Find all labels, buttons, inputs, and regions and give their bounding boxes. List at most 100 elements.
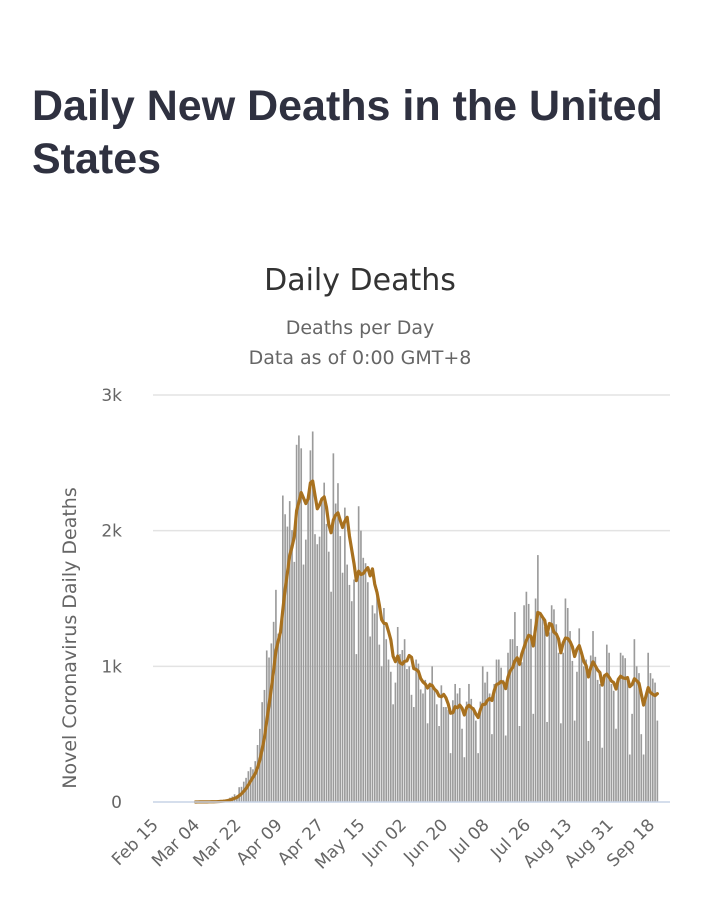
- bar: [371, 605, 374, 802]
- bar: [456, 693, 459, 802]
- bar: [422, 693, 424, 802]
- bar: [279, 627, 282, 802]
- bar: [631, 713, 633, 802]
- bar: [353, 579, 355, 802]
- bar: [647, 652, 649, 802]
- bar: [284, 514, 286, 802]
- bar: [394, 682, 397, 802]
- bar: [406, 669, 408, 802]
- bar: [495, 659, 498, 802]
- bar: [493, 683, 496, 802]
- bar: [383, 608, 385, 802]
- bar: [603, 674, 606, 802]
- bar: [440, 685, 443, 802]
- bar: [431, 666, 433, 802]
- bar: [615, 728, 617, 802]
- bar: [426, 723, 429, 802]
- bar: [380, 666, 383, 802]
- bar: [323, 482, 326, 802]
- bar: [573, 720, 576, 802]
- x-tick-label: Jun 20: [399, 815, 452, 868]
- bar: [580, 651, 583, 802]
- bar: [376, 589, 378, 802]
- bar: [350, 601, 353, 802]
- bar: [601, 747, 604, 802]
- bar: [635, 666, 638, 802]
- bar: [589, 655, 592, 802]
- bar: [504, 735, 507, 802]
- bar: [612, 690, 615, 802]
- bar: [447, 709, 450, 802]
- bar: [293, 561, 296, 802]
- bar: [286, 526, 289, 802]
- bar: [550, 605, 553, 802]
- bar: [364, 563, 367, 802]
- bar: [321, 498, 323, 802]
- bar: [548, 632, 551, 802]
- bar: [628, 754, 631, 802]
- bar: [520, 662, 523, 802]
- bar: [401, 650, 404, 802]
- bar: [403, 639, 406, 802]
- bar: [344, 507, 346, 802]
- bar: [412, 707, 415, 802]
- bar: [642, 754, 645, 802]
- bar: [408, 666, 411, 802]
- bar: [452, 700, 454, 802]
- y-tick-label: 2k: [101, 522, 122, 542]
- bar: [311, 431, 314, 802]
- bar: [472, 707, 475, 802]
- bar: [560, 723, 562, 802]
- bar: [318, 536, 321, 802]
- bar: [291, 530, 293, 802]
- bar: [355, 654, 358, 802]
- bar: [518, 726, 521, 802]
- bar: [578, 628, 581, 802]
- bar: [608, 652, 610, 802]
- x-tick-label: Jun 02: [358, 815, 411, 868]
- y-tick-label: 1k: [101, 657, 122, 677]
- bar: [539, 612, 541, 802]
- bar: [419, 689, 422, 802]
- bar: [617, 679, 620, 802]
- bar: [553, 609, 555, 802]
- bar: [275, 589, 277, 802]
- bar: [461, 728, 463, 802]
- bar: [511, 639, 514, 802]
- bar: [651, 678, 654, 802]
- bar: [507, 652, 509, 802]
- bar: [585, 659, 587, 802]
- bar: [449, 753, 452, 802]
- bar: [277, 633, 280, 802]
- bar: [438, 726, 440, 802]
- bar: [307, 497, 309, 802]
- bar: [530, 618, 532, 802]
- bar: [562, 652, 564, 802]
- bar: [640, 734, 643, 802]
- bar: [256, 745, 259, 802]
- bar: [491, 734, 493, 802]
- bar: [263, 689, 266, 802]
- bar: [523, 605, 525, 802]
- bar: [638, 673, 640, 802]
- bar: [649, 673, 652, 802]
- bar: [410, 694, 413, 802]
- bar: [429, 682, 431, 802]
- daily-deaths-chart: Daily Deaths Deaths per Day Data as of 0…: [59, 263, 670, 874]
- bar: [424, 679, 427, 802]
- bar: [624, 658, 627, 802]
- bar: [596, 679, 599, 802]
- bar: [458, 688, 461, 802]
- bar: [594, 656, 597, 802]
- bar: [415, 659, 417, 802]
- bar: [435, 704, 438, 802]
- y-tick-label: 0: [111, 793, 122, 813]
- bar: [587, 740, 590, 802]
- bar: [282, 495, 284, 802]
- y-tick-label: 3k: [101, 386, 122, 406]
- bar: [543, 626, 546, 802]
- bar: [605, 644, 608, 802]
- bar: [555, 624, 558, 802]
- bar: [463, 757, 466, 802]
